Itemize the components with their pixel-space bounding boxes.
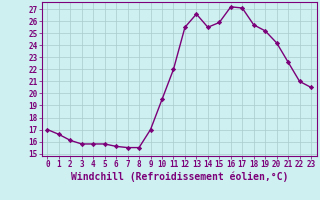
X-axis label: Windchill (Refroidissement éolien,°C): Windchill (Refroidissement éolien,°C)	[70, 172, 288, 182]
